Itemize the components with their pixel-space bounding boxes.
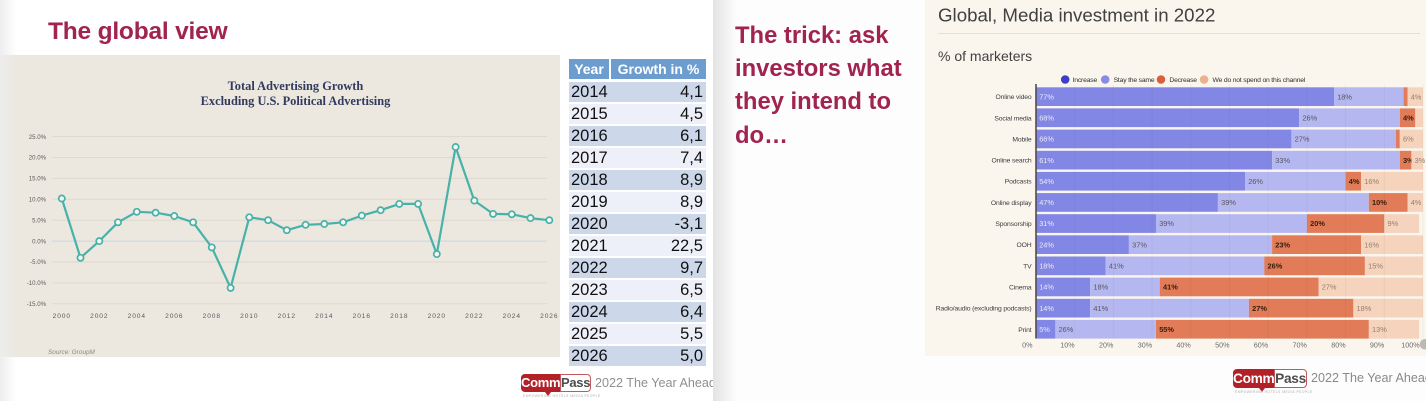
svg-text:3%: 3% bbox=[1403, 156, 1414, 165]
svg-text:60%: 60% bbox=[1254, 341, 1269, 350]
svg-text:9%: 9% bbox=[1388, 219, 1399, 228]
svg-text:39%: 39% bbox=[1159, 219, 1174, 228]
svg-text:2024: 2024 bbox=[503, 313, 521, 320]
svg-text:Sponsorship: Sponsorship bbox=[995, 221, 1032, 228]
svg-text:Online search: Online search bbox=[992, 158, 1032, 165]
svg-text:Mobile: Mobile bbox=[1012, 136, 1031, 143]
svg-text:14%: 14% bbox=[1039, 283, 1054, 292]
svg-text:Podcasts: Podcasts bbox=[1005, 179, 1033, 186]
svg-text:0.0%: 0.0% bbox=[32, 238, 46, 245]
svg-text:4%: 4% bbox=[1411, 198, 1422, 207]
svg-text:18%: 18% bbox=[1337, 92, 1352, 101]
svg-text:40%: 40% bbox=[1176, 341, 1191, 350]
svg-text:Cinema: Cinema bbox=[1009, 285, 1032, 292]
svg-text:6%: 6% bbox=[1403, 135, 1414, 144]
svg-text:47%: 47% bbox=[1039, 198, 1054, 207]
svg-text:77%: 77% bbox=[1039, 92, 1054, 101]
svg-text:18%: 18% bbox=[1357, 304, 1372, 313]
svg-text:68%: 68% bbox=[1039, 114, 1054, 123]
svg-text:50%: 50% bbox=[1215, 341, 1230, 350]
svg-text:2000: 2000 bbox=[53, 313, 71, 320]
svg-text:10%: 10% bbox=[1372, 198, 1387, 207]
svg-text:20%: 20% bbox=[1099, 341, 1114, 350]
svg-text:3%: 3% bbox=[1415, 156, 1426, 165]
svg-text:66%: 66% bbox=[1039, 135, 1054, 144]
svg-text:54%: 54% bbox=[1039, 177, 1054, 186]
svg-text:2004: 2004 bbox=[128, 313, 146, 320]
svg-text:2022: 2022 bbox=[465, 313, 483, 320]
svg-text:-15.0%: -15.0% bbox=[27, 301, 47, 308]
svg-text:Radio/audio (excluding podcast: Radio/audio (excluding podcasts) bbox=[936, 306, 1032, 313]
svg-text:30%: 30% bbox=[1138, 341, 1153, 350]
svg-text:26%: 26% bbox=[1248, 177, 1263, 186]
svg-text:2012: 2012 bbox=[278, 313, 296, 320]
svg-text:39%: 39% bbox=[1221, 198, 1236, 207]
svg-text:2026: 2026 bbox=[540, 313, 558, 320]
svg-text:27%: 27% bbox=[1295, 135, 1310, 144]
svg-text:2006: 2006 bbox=[165, 313, 183, 320]
svg-text:100%: 100% bbox=[1401, 341, 1420, 350]
svg-text:4%: 4% bbox=[1403, 114, 1414, 123]
svg-text:61%: 61% bbox=[1039, 156, 1054, 165]
svg-text:Stay the same: Stay the same bbox=[1114, 77, 1155, 84]
svg-text:25.0%: 25.0% bbox=[29, 134, 47, 141]
svg-text:TV: TV bbox=[1023, 263, 1032, 270]
svg-text:27%: 27% bbox=[1322, 283, 1337, 292]
svg-text:% of marketers: % of marketers bbox=[938, 48, 1032, 64]
svg-text:We do not spend on this channe: We do not spend on this channel bbox=[1213, 77, 1306, 84]
svg-text:0%: 0% bbox=[1022, 341, 1033, 350]
svg-text:Online display: Online display bbox=[991, 200, 1032, 207]
svg-text:26%: 26% bbox=[1302, 114, 1317, 123]
svg-text:Global, Media investment in 20: Global, Media investment in 2022 bbox=[938, 5, 1215, 26]
svg-text:Source: GroupM: Source: GroupM bbox=[48, 349, 96, 356]
svg-text:33%: 33% bbox=[1275, 156, 1290, 165]
svg-text:90%: 90% bbox=[1370, 341, 1385, 350]
svg-text:2008: 2008 bbox=[203, 313, 221, 320]
svg-text:26%: 26% bbox=[1268, 262, 1283, 271]
svg-text:31%: 31% bbox=[1039, 219, 1054, 228]
svg-text:2014: 2014 bbox=[315, 313, 333, 320]
svg-text:16%: 16% bbox=[1364, 240, 1379, 249]
svg-text:-10.0%: -10.0% bbox=[27, 280, 47, 287]
svg-text:4%: 4% bbox=[1411, 92, 1422, 101]
svg-text:2002: 2002 bbox=[90, 313, 108, 320]
svg-text:18%: 18% bbox=[1093, 283, 1108, 292]
svg-text:41%: 41% bbox=[1109, 262, 1124, 271]
svg-text:41%: 41% bbox=[1093, 304, 1108, 313]
svg-text:Online video: Online video bbox=[996, 94, 1032, 101]
svg-text:55%: 55% bbox=[1159, 325, 1174, 334]
svg-text:18%: 18% bbox=[1039, 262, 1054, 271]
svg-text:13%: 13% bbox=[1372, 325, 1387, 334]
svg-text:24%: 24% bbox=[1039, 240, 1054, 249]
svg-text:70%: 70% bbox=[1293, 341, 1308, 350]
svg-text:20.0%: 20.0% bbox=[29, 155, 47, 162]
svg-text:Social media: Social media bbox=[994, 115, 1031, 122]
svg-text:OOH: OOH bbox=[1016, 242, 1031, 249]
svg-text:23%: 23% bbox=[1275, 240, 1290, 249]
svg-text:-5.0%: -5.0% bbox=[30, 259, 47, 266]
svg-text:Print: Print bbox=[1018, 327, 1031, 334]
svg-text:5%: 5% bbox=[1039, 325, 1050, 334]
svg-text:5.0%: 5.0% bbox=[32, 217, 46, 224]
svg-text:Decrease: Decrease bbox=[1169, 77, 1197, 84]
svg-text:15.0%: 15.0% bbox=[29, 176, 47, 183]
svg-text:26%: 26% bbox=[1059, 325, 1074, 334]
svg-text:2016: 2016 bbox=[353, 313, 371, 320]
svg-text:37%: 37% bbox=[1132, 240, 1147, 249]
svg-text:16%: 16% bbox=[1364, 177, 1379, 186]
svg-text:27%: 27% bbox=[1252, 304, 1267, 313]
svg-text:2020: 2020 bbox=[428, 313, 446, 320]
svg-text:4%: 4% bbox=[1349, 177, 1360, 186]
svg-text:20%: 20% bbox=[1310, 219, 1325, 228]
svg-text:2018: 2018 bbox=[390, 313, 408, 320]
svg-text:15%: 15% bbox=[1368, 262, 1383, 271]
svg-text:41%: 41% bbox=[1163, 283, 1178, 292]
svg-text:10%: 10% bbox=[1060, 341, 1075, 350]
svg-text:2010: 2010 bbox=[240, 313, 258, 320]
svg-text:Increase: Increase bbox=[1073, 77, 1098, 84]
svg-text:10.0%: 10.0% bbox=[29, 197, 47, 204]
svg-text:14%: 14% bbox=[1039, 304, 1054, 313]
svg-text:80%: 80% bbox=[1331, 341, 1346, 350]
